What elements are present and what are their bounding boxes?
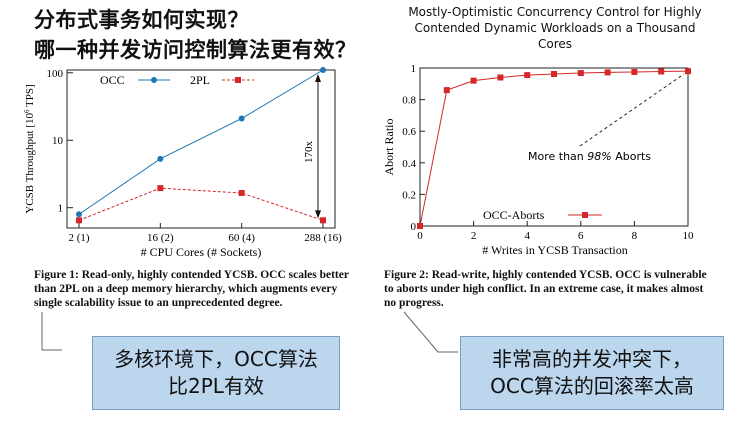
series-occ-aborts-point <box>604 69 611 76</box>
chart1-xlabel: # CPU Cores (# Sockets) <box>141 245 262 259</box>
series-occ-line <box>78 69 324 215</box>
legend-occ-marker <box>151 77 157 83</box>
right-callout-line1: 非常高的并发冲突下， <box>491 347 692 371</box>
left-callout: 多核环境下，OCC算法 比2PL有效 <box>92 336 340 410</box>
slide-title-line1: 分布式事务如何实现？ <box>34 8 249 32</box>
series-2pl-point <box>238 190 245 197</box>
chart1-ytick-label: 1 <box>58 203 64 215</box>
series-occ-aborts-point <box>497 74 504 81</box>
series-occ-aborts-point <box>524 72 531 79</box>
series-occ-aborts-point <box>658 68 665 75</box>
chart1-ylabel: YCSB Throughput [106 TPS] <box>23 84 36 213</box>
slide-title-line2: 哪一种并发访问控制算法更有效？ <box>34 38 357 62</box>
figure1-caption: Figure 1: Read-only, highly contended YC… <box>34 269 349 309</box>
series-occ-point <box>238 115 245 122</box>
right-callout-line2: OCC算法的回滚率太高 <box>490 374 694 398</box>
chart1-xtick-label: 16 (2) <box>147 232 174 244</box>
legend-occ-label: OCC <box>100 73 125 87</box>
series-occ-aborts-point <box>470 77 477 84</box>
chart1-annotation: 170x <box>303 141 315 164</box>
series-occ-aborts-point <box>685 68 691 75</box>
left-callout-line2: 比2PL有效 <box>168 374 264 398</box>
series-occ-aborts-point <box>443 87 450 94</box>
legend-2pl-label: 2PL <box>190 73 210 87</box>
series-occ-aborts-point <box>577 70 584 77</box>
series-occ-aborts-point <box>631 68 638 75</box>
series-2pl-point <box>76 217 82 224</box>
chart2-xtick-label: 6 <box>578 230 584 242</box>
series-occ-aborts-point <box>551 71 557 78</box>
series-2pl-point <box>157 185 164 192</box>
chart2-ytick-label: 0.6 <box>402 126 416 138</box>
series-2pl-line <box>78 187 324 221</box>
series-occ-aborts-point <box>417 223 423 229</box>
chart2-ytick-label: 0 <box>411 221 417 233</box>
legend-occ-aborts-marker <box>582 212 588 218</box>
chart2-xlabel: # Writes in YCSB Transaction <box>482 243 628 257</box>
series-occ-point <box>76 211 82 218</box>
paper-title: Mostly-Optimistic Concurrency Control fo… <box>408 5 702 51</box>
series-occ-point <box>320 67 326 73</box>
chart2-xtick-label: 10 <box>683 230 695 242</box>
right-callout: 非常高的并发冲突下， OCC算法的回滚率太高 <box>460 336 724 410</box>
left-callout-pointer <box>41 312 62 351</box>
legend-occ-aborts-label: OCC-Aborts <box>483 208 545 222</box>
chart2-xtick-label: 0 <box>417 230 423 242</box>
chart1-ratio-arrow: 170x <box>303 74 321 219</box>
right-callout-pointer <box>403 311 458 353</box>
chart2-xtick-label: 2 <box>471 230 477 242</box>
chart1-xtick-label: 288 (16) <box>304 232 342 244</box>
chart1-ytick-label: 10 <box>52 135 64 147</box>
chart1-ytick-label: 100 <box>47 68 64 80</box>
chart1-xtick-label: 2 (1) <box>68 232 89 244</box>
chart2-ytick-label: 0.8 <box>402 95 416 107</box>
chart2-ytick-label: 1 <box>411 63 417 75</box>
chart2-ylabel: Abort Ratio <box>382 119 396 176</box>
chart2-legend: OCC-Aborts <box>483 208 602 222</box>
left-callout-line1: 多核环境下，OCC算法 <box>114 347 318 371</box>
chart1-legend: OCC 2PL <box>100 73 254 87</box>
chart2-plot-frame <box>419 67 689 227</box>
figure2-caption: Figure 2: Read-write, highly contended Y… <box>384 269 707 309</box>
legend-2pl-marker <box>235 77 241 83</box>
chart2-annotation: More than 98% Aborts <box>528 150 651 163</box>
chart2-xtick-label: 8 <box>632 230 638 242</box>
chart2-ytick-label: 0.4 <box>402 158 416 170</box>
chart1-xtick-label: 60 (4) <box>228 232 255 244</box>
chart1-plot-frame <box>66 69 336 229</box>
chart2-ytick-label: 0.2 <box>402 189 416 201</box>
series-2pl-point <box>320 217 326 224</box>
chart2-xtick-label: 4 <box>524 230 530 242</box>
series-occ-point <box>157 155 164 162</box>
